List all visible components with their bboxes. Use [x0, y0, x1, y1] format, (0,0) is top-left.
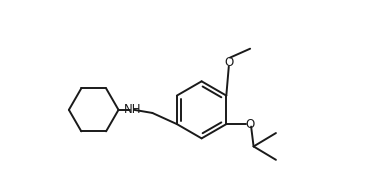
Text: NH: NH — [123, 103, 141, 116]
Text: O: O — [224, 56, 234, 69]
Text: O: O — [245, 118, 254, 131]
